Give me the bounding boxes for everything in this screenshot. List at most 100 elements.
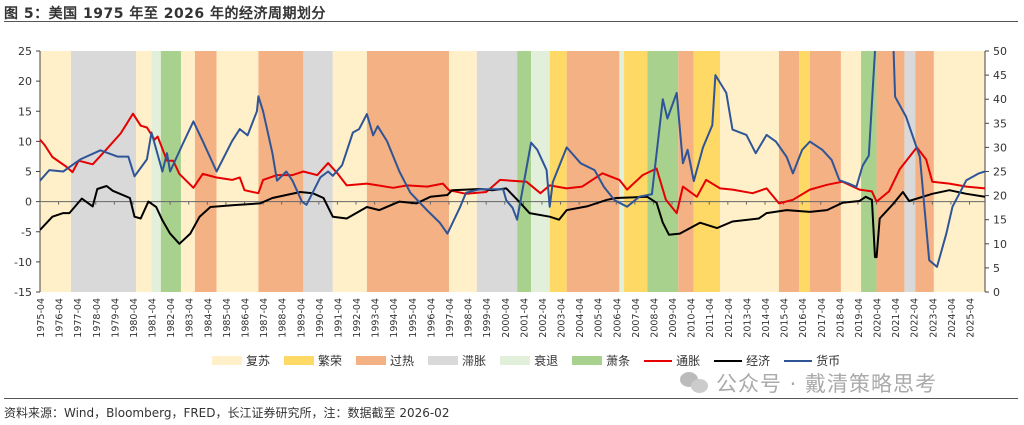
phase-bands [40,51,985,292]
x-tick-label: 2017-04 [817,298,828,338]
legend-item-phase-4: 衰退 [500,352,558,369]
chart: 2520151050-5-10-155045403530252015105019… [14,45,1007,338]
x-tick-label: 1988-04 [278,298,289,338]
x-tick-label: 2013-04 [742,298,753,338]
x-tick-label: 1979-04 [110,298,121,338]
right-tick-label: 50 [993,45,1007,58]
x-tick-label: 2008-04 [649,298,660,338]
title-divider [4,21,1018,22]
x-tick-label: 2006-04 [612,298,623,338]
x-tick-label: 1977-04 [73,298,84,338]
x-tick-label: 1996-04 [426,298,437,338]
source-note: 资料来源：Wind，Bloomberg，FRED，长江证券研究所，注：数据截至 … [4,406,450,420]
right-tick-label: 30 [993,141,1007,154]
x-tick-label: 1992-04 [352,298,363,338]
left-tick-label: 0 [25,196,32,209]
legend-label: 繁荣 [318,354,343,368]
phase-band [799,51,810,292]
x-tick-label: 2011-04 [705,298,716,338]
phase-band [904,51,916,292]
right-tick-label: 15 [993,214,1007,227]
phase-band [549,51,567,292]
x-tick-label: 2012-04 [724,298,735,338]
legend-swatch [428,356,459,365]
x-tick-label: 1978-04 [92,298,103,338]
axes: 2520151050-5-10-155045403530252015105019… [14,45,1007,338]
right-tick-label: 20 [993,190,1007,203]
watermark-text: 公众号 · 戴清策略思考 [716,372,938,396]
legend-label: 货币 [816,354,841,368]
x-tick-label: 2025-04 [966,298,977,338]
legend-label: 复苏 [246,354,271,368]
watermark: 公众号 · 戴清策略思考 [680,368,937,398]
phase-band [876,51,905,292]
wechat-icon [680,372,708,394]
right-tick-label: 0 [993,286,1000,299]
x-tick-label: 1975-04 [36,298,47,338]
x-tick-label: 2018-04 [835,298,846,338]
right-tick-label: 40 [993,93,1007,106]
legend-swatch [572,356,603,365]
legend-item-series-2: 货币 [784,352,840,369]
legend-label: 滞胀 [462,354,487,368]
phase-band [778,51,800,292]
legend: 复苏 繁荣 过热 滞胀 衰退 萧条 通胀 经济 货币 [212,352,840,369]
legend-swatch [212,356,242,365]
x-tick-label: 1997-04 [445,298,456,338]
phase-band [366,51,449,292]
x-tick-label: 1995-04 [408,298,419,338]
legend-line [714,359,743,362]
right-tick-label: 10 [993,238,1007,251]
x-tick-label: 1981-04 [148,298,159,338]
left-tick-label: 15 [18,105,32,118]
right-tick-label: 45 [993,69,1007,82]
legend-item-phase-5: 萧条 [572,352,630,369]
x-tick-label: 2003-04 [557,298,568,338]
x-tick-label: 1993-04 [371,298,382,338]
x-tick-label: 1982-04 [166,298,177,338]
phase-band [151,51,161,292]
x-tick-label: 2015-04 [780,298,791,338]
phase-band [933,51,985,292]
x-tick-label: 2005-04 [594,298,605,338]
left-tick-label: -5 [21,226,32,239]
legend-swatch [284,356,315,365]
legend-item-phase-3: 滞胀 [428,352,486,369]
legend-swatch [356,356,387,365]
footer-divider [4,398,1018,399]
legend-line [644,359,673,362]
legend-item-phase-1: 繁荣 [284,352,342,369]
x-tick-label: 1991-04 [333,298,344,338]
legend-label: 衰退 [534,354,559,368]
x-tick-label: 2014-04 [761,298,772,338]
phase-band [448,51,477,292]
series-line-0 [40,112,985,215]
x-tick-label: 2004-04 [575,298,586,338]
x-tick-label: 2007-04 [631,298,642,338]
x-tick-label: 2023-04 [928,298,939,338]
x-tick-label: 2009-04 [668,298,679,338]
x-tick-label: 2024-04 [947,298,958,338]
x-tick-label: 1994-04 [389,298,400,338]
legend-item-series-1: 经济 [714,352,770,369]
right-tick-label: 35 [993,117,1007,130]
phase-band [476,51,518,292]
legend-item-phase-0: 复苏 [212,352,270,369]
phase-band [216,51,259,292]
left-tick-label: 25 [18,45,32,58]
x-tick-label: 1984-04 [203,298,214,338]
x-tick-label: 2021-04 [891,298,902,338]
phase-band [180,51,195,292]
x-tick-label: 2019-04 [854,298,865,338]
phase-band [194,51,217,292]
phase-band [566,51,620,292]
x-tick-label: 2000-04 [501,298,512,338]
phase-band [840,51,862,292]
x-tick-label: 1976-04 [55,298,66,338]
x-tick-label: 1983-04 [185,298,196,338]
phase-band [915,51,934,292]
left-tick-label: 20 [18,75,32,88]
phase-band [258,51,304,292]
series-line-2 [40,51,985,268]
legend-item-series-0: 通胀 [644,352,700,369]
